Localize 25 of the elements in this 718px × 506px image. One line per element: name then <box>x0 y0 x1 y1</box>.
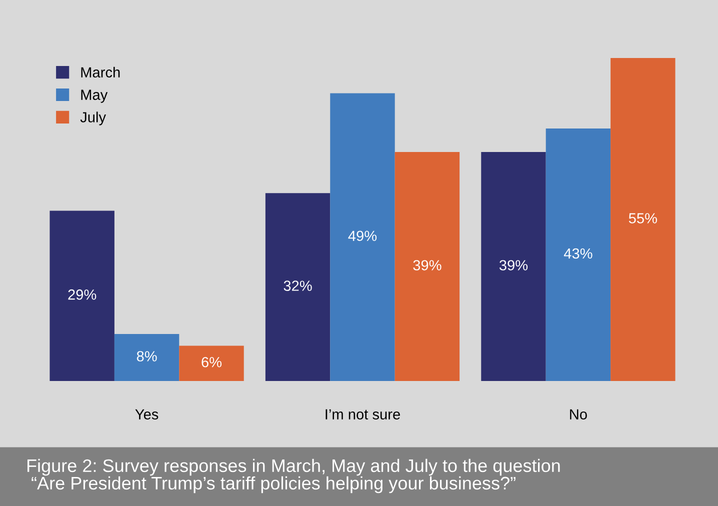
bar <box>481 152 546 381</box>
data-label: 6% <box>202 356 222 368</box>
x-tick-label: Yes <box>135 409 158 420</box>
legend-label: July <box>80 112 106 126</box>
legend-label: May <box>81 90 108 103</box>
bar <box>179 346 244 381</box>
data-label: 29% <box>68 289 96 300</box>
data-label: 43% <box>564 248 592 259</box>
data-label: 55% <box>628 213 657 224</box>
caption: Figure 2: Survey responses in March, May and July to the question “Are President Trump’s tariff policies helping your business?” <box>27 458 560 494</box>
data-label: 39% <box>499 260 528 270</box>
x-tick-label: No <box>570 409 587 420</box>
data-label: 32% <box>284 280 312 291</box>
data-label: 8% <box>136 351 157 362</box>
bar <box>265 193 330 381</box>
bar <box>50 210 114 381</box>
data-label: 39% <box>413 260 442 270</box>
bar <box>330 93 395 381</box>
bar <box>394 152 460 381</box>
bar <box>610 58 676 381</box>
bar <box>114 334 180 381</box>
data-label: 49% <box>348 230 377 242</box>
legend-label: March <box>81 66 120 78</box>
bar <box>546 128 611 381</box>
x-tick-label: I’m not sure <box>326 409 400 420</box>
